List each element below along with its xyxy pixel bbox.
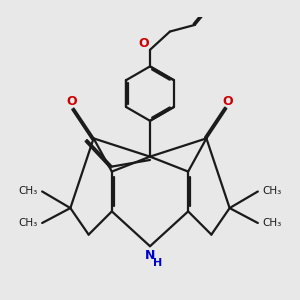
Text: H: H: [153, 259, 162, 269]
Text: CH₃: CH₃: [18, 218, 37, 228]
Text: CH₃: CH₃: [18, 187, 37, 196]
Text: O: O: [67, 95, 77, 108]
Text: CH₃: CH₃: [263, 187, 282, 196]
Text: CH₃: CH₃: [263, 218, 282, 228]
Text: N: N: [145, 249, 155, 262]
Text: O: O: [139, 37, 149, 50]
Text: O: O: [223, 95, 233, 108]
